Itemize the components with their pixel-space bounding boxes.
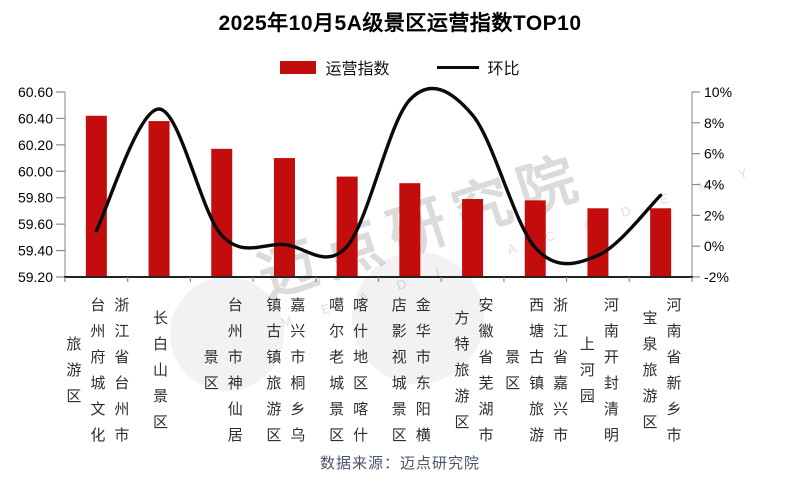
category-label-10: 河南省新乡市宝泉旅游区	[640, 297, 682, 453]
bar-8	[524, 200, 546, 277]
bar-2	[148, 121, 170, 277]
right-axis-tick-label: 4%	[704, 177, 724, 193]
legend-bar-label: 运营指数	[325, 61, 390, 78]
bar-9	[587, 208, 609, 277]
right-axis-tick-label: -2%	[704, 269, 729, 285]
left-axis-tick-label: 59.80	[18, 190, 53, 206]
bar-6	[399, 183, 421, 277]
bar-7	[462, 199, 484, 277]
bar-3	[211, 148, 233, 277]
right-axis-tick-label: 8%	[704, 115, 724, 131]
category-label-8: 浙江省嘉兴市西塘古镇旅游景区	[503, 297, 569, 453]
left-axis-tick-label: 59.60	[18, 216, 53, 232]
left-axis-tick-label: 59.40	[18, 243, 53, 259]
category-slot-3: 台州市神仙居景区	[190, 291, 253, 461]
left-axis-tick-label: 60.20	[18, 137, 53, 153]
legend-bar-swatch-icon	[280, 60, 317, 74]
left-axis-tick-label: 60.60	[18, 85, 53, 100]
category-label-9: 河南开封清明上河园	[577, 297, 619, 453]
right-axis-tick-label: 10%	[704, 85, 732, 100]
legend-line-swatch-icon	[436, 65, 479, 69]
legend: 运营指数 环比	[0, 56, 800, 78]
trend-line	[94, 86, 663, 266]
category-label-6: 金华市东阳横店影视城景区	[389, 297, 431, 453]
bar-10	[650, 208, 672, 277]
category-slot-10: 河南省新乡市宝泉旅游区	[629, 291, 692, 461]
bar-4	[273, 158, 295, 277]
left-axis-tick-label: 59.20	[18, 269, 53, 285]
source-note: 数据来源：迈点研究院	[319, 455, 480, 472]
category-slot-2: 长白山景区	[128, 291, 191, 461]
category-slot-8: 浙江省嘉兴市西塘古镇旅游景区	[503, 291, 568, 461]
chart-title: 2025年10月5A级景区运营指数TOP10	[218, 12, 582, 35]
category-label-1: 浙江省台州市台州府城文化旅游区	[64, 297, 130, 453]
category-slot-5: 喀什地区喀什噶尔老城景区	[316, 291, 379, 461]
bar-1	[85, 115, 107, 278]
legend-line-label: 环比	[487, 61, 520, 78]
category-slot-1: 浙江省台州市台州府城文化旅游区	[64, 291, 129, 461]
right-axis-tick-label: 0%	[704, 238, 724, 254]
category-slot-6: 金华市东阳横店影视城景区	[378, 291, 441, 461]
right-axis-tick-label: 2%	[704, 207, 724, 223]
category-slot-7: 安徽省芜湖市方特旅游区	[441, 291, 504, 461]
category-slot-4: 嘉兴市桐乡乌镇古镇旅游区	[253, 291, 316, 461]
category-slot-9: 河南开封清明上河园	[567, 291, 630, 461]
category-label-5: 喀什地区喀什噶尔老城景区	[327, 297, 369, 453]
left-axis-tick-label: 60.40	[18, 110, 53, 126]
category-label-4: 嘉兴市桐乡乌镇古镇旅游区	[264, 297, 306, 453]
chart-canvas: 60.60 60.40 60.20 60.00 59.80 59.60 59.40 59.20…	[18, 85, 732, 285]
category-label-2: 长白山景区	[151, 310, 169, 440]
bar-5	[336, 176, 358, 277]
category-label-3: 台州市神仙居景区	[201, 297, 243, 453]
right-axis-tick-label: 6%	[704, 146, 724, 162]
left-axis-tick-label: 60.00	[18, 163, 53, 179]
category-label-7: 安徽省芜湖市方特旅游区	[452, 297, 494, 453]
x-axis-category-labels: 浙江省台州市台州府城文化旅游区 长白山景区 台州市神仙居景区 嘉兴市桐乡乌镇古镇旅游区…	[64, 291, 692, 461]
